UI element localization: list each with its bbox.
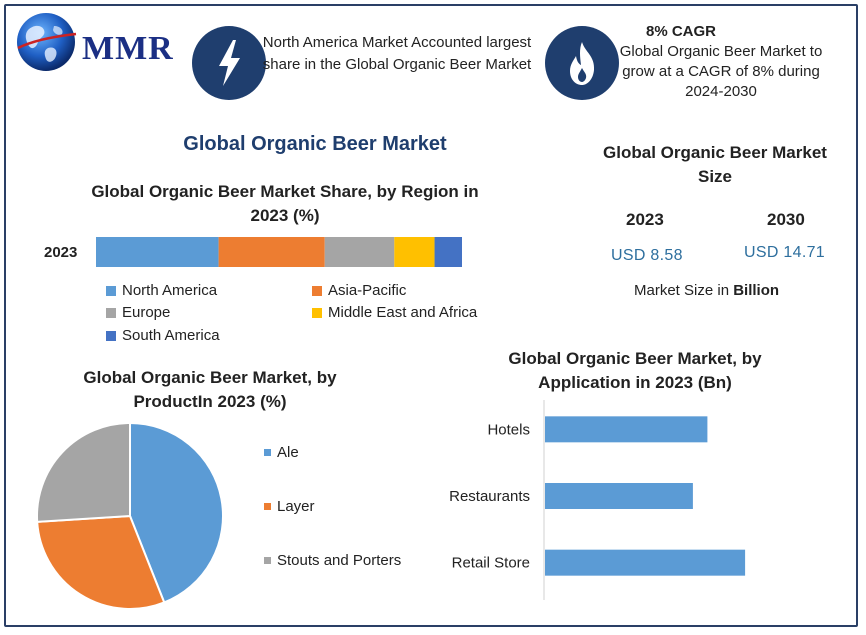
product-legend-item: Ale (264, 444, 299, 461)
market-size-title: Global Organic Beer Market Size (603, 143, 827, 186)
highlight-text-cagr: Global Organic Beer Market to grow at a … (619, 43, 823, 100)
region-legend-item: South America (106, 327, 220, 344)
market-size-year-2023: 2023 (626, 210, 664, 229)
brand-logo-text: MMR (82, 30, 174, 67)
legend-swatch (106, 307, 116, 318)
application-bar-hotels (545, 416, 708, 443)
highlight-text-north-america: North America Market Accounted largest s… (262, 34, 532, 73)
product-legend-item: Layer (264, 498, 315, 515)
infographic-frame (4, 4, 858, 627)
main-title: Global Organic Beer Market (183, 133, 447, 155)
pie-slice-stouts-and-porters (36, 421, 131, 523)
legend-label: Ale (277, 444, 299, 461)
flame-icon (570, 42, 595, 85)
region-segment-asia-pacific (218, 237, 325, 267)
highlight-icon-circle (545, 26, 619, 100)
region-legend-item: Europe (106, 304, 170, 321)
application-bar-retail-store (545, 549, 746, 576)
region-segment-middle-east-and-africa (394, 237, 435, 267)
market-size-year-2030: 2030 (767, 210, 805, 229)
product-legend-item: Stouts and Porters (264, 552, 401, 569)
legend-label: Layer (277, 498, 315, 515)
highlight-icon-circle (192, 26, 266, 100)
application-category-label: Restaurants (449, 488, 530, 505)
market-size-value-2030: USD 14.71 (744, 244, 825, 261)
legend-label: Asia-Pacific (328, 282, 407, 299)
application-bar-restaurants (545, 483, 693, 509)
legend-swatch (106, 285, 116, 296)
application-category-label: Hotels (487, 421, 530, 438)
pie-slice-layer (36, 514, 166, 610)
application-chart-title: Global Organic Beer Market, by Applicati… (508, 349, 762, 392)
legend-label: South America (122, 327, 220, 344)
region-legend-item: North America (106, 282, 217, 299)
product-chart-title: Global Organic Beer Market, by ProductIn… (83, 368, 337, 411)
region-stacked-bar-chart (96, 237, 462, 267)
globe-logo-icon (17, 13, 77, 71)
region-chart-category-label: 2023 (44, 244, 78, 261)
region-legend-item: Middle East and Africa (312, 304, 477, 321)
legend-swatch (312, 285, 322, 296)
legend-swatch (106, 330, 116, 341)
region-chart-title: Global Organic Beer Market Share, by Reg… (91, 182, 479, 225)
market-size-note-unit: Billion (733, 282, 780, 299)
region-segment-south-america (434, 237, 462, 267)
application-category-label: Retail Store (452, 555, 530, 572)
region-segment-europe (324, 237, 395, 267)
lightning-bolt-icon (219, 40, 240, 86)
cagr-heading: 8% CAGR (646, 23, 717, 40)
legend-swatch (264, 557, 271, 564)
region-legend-item: Asia-Pacific (312, 282, 406, 299)
market-size-value-2023: USD 8.58 (611, 247, 683, 264)
legend-label: Europe (122, 304, 171, 321)
market-size-unit-note: Market Size in Billion (634, 282, 779, 299)
pie-slice-ale (129, 421, 224, 604)
product-pie-chart (36, 421, 224, 610)
legend-label: Middle East and Africa (328, 304, 478, 321)
legend-label: Stouts and Porters (277, 552, 402, 569)
market-size-note-prefix: Market Size in (634, 282, 734, 299)
legend-label: North America (122, 282, 218, 299)
legend-swatch (264, 449, 271, 456)
region-segment-north-america (96, 237, 219, 267)
application-bar-chart: Hotels Restaurants Retail Store (449, 400, 746, 600)
legend-swatch (312, 307, 322, 318)
legend-swatch (264, 503, 271, 510)
